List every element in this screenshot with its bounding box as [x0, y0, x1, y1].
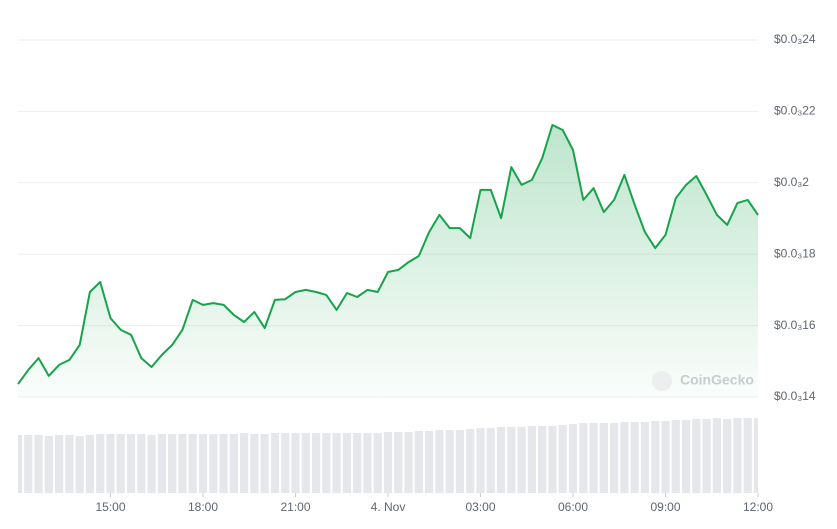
- volume-bar: [723, 419, 732, 493]
- volume-bar: [538, 426, 547, 493]
- volume-bar: [640, 422, 650, 493]
- labels: $0.0₃14 $0.0₃16 $0.0₃18 $0.0₃2 $0.0₃22 $0.0₃2…: [95, 32, 815, 514]
- price-area: [18, 125, 758, 397]
- volume-bar: [96, 434, 105, 493]
- volume-bar: [55, 435, 64, 493]
- volume-bar: [692, 419, 701, 493]
- y-tick-label: $0.0₃24: [774, 32, 816, 46]
- volume-bar: [548, 426, 557, 493]
- x-tick-label: 4. Nov: [371, 500, 406, 514]
- volume-bar: [291, 433, 300, 493]
- volume-bar: [558, 425, 567, 493]
- y-tick-label: $0.0₃22: [774, 104, 816, 118]
- volume-bar: [425, 431, 434, 493]
- volume-bar: [476, 428, 485, 493]
- volume-bar: [198, 434, 208, 493]
- watermark-logo: [652, 371, 672, 391]
- plot: [17, 124, 759, 397]
- volume-bar: [240, 433, 249, 493]
- volume-bar: [116, 434, 125, 493]
- volume-bar: [466, 429, 475, 493]
- volume-bar: [651, 421, 660, 493]
- volume-bar: [188, 434, 197, 493]
- volume-bars: [18, 418, 758, 493]
- volume-bar: [579, 423, 588, 493]
- volume-bar: [229, 434, 238, 493]
- volume-bar: [44, 436, 53, 493]
- volume-bar: [373, 433, 382, 493]
- volume-bar: [322, 433, 331, 493]
- y-tick-label: $0.0₃2: [774, 175, 809, 189]
- x-tick-label: 06:00: [558, 500, 588, 514]
- volume-bar: [568, 424, 578, 493]
- volume-bar: [281, 433, 290, 493]
- volume-bar: [496, 427, 506, 493]
- volume-bar: [599, 423, 608, 493]
- volume-bar: [445, 430, 454, 493]
- volume-bar: [332, 433, 341, 493]
- y-tick-label: $0.0₃16: [774, 318, 816, 332]
- volume-bar: [157, 434, 166, 493]
- volume-bar: [209, 434, 218, 493]
- volume-bar: [743, 418, 752, 493]
- watermark: CoinGecko: [680, 372, 754, 388]
- volume-bar: [661, 421, 670, 493]
- volume-bar: [414, 431, 423, 493]
- volume-bar: [168, 434, 177, 493]
- volume-bar: [24, 435, 33, 493]
- volume-bar: [435, 430, 444, 493]
- volume-bar: [702, 419, 711, 493]
- volume-bar: [147, 435, 156, 493]
- volume-bar: [486, 428, 495, 493]
- volume-bar: [383, 432, 393, 493]
- volume-bar: [733, 418, 742, 493]
- y-tick-label: $0.0₃18: [774, 246, 816, 260]
- volume-bar: [34, 435, 43, 493]
- volume-bar: [219, 434, 228, 493]
- volume-bar: [363, 433, 372, 493]
- volume-bar: [455, 430, 465, 493]
- volume-bar: [250, 434, 259, 493]
- volume-bar: [85, 435, 95, 493]
- volume-bar: [681, 420, 691, 493]
- volume-bar: [353, 433, 362, 493]
- volume-bar: [527, 426, 536, 493]
- volume-bar: [311, 433, 321, 493]
- volume-bar: [620, 422, 629, 493]
- volume-bar: [712, 418, 721, 493]
- volume-bar: [178, 434, 187, 493]
- volume-bar: [517, 427, 526, 493]
- volume-bar: [589, 423, 598, 493]
- volume-bar: [404, 432, 413, 493]
- volume-bar: [630, 422, 639, 493]
- volume-bar: [342, 433, 351, 493]
- x-tick-label: 03:00: [465, 500, 495, 514]
- volume-bar: [137, 434, 146, 493]
- volume-bar: [507, 427, 516, 493]
- volume-bar: [610, 423, 619, 493]
- volume-bar: [394, 432, 403, 493]
- price-line: [17, 124, 759, 385]
- volume-bar: [260, 434, 269, 493]
- volume-bar: [106, 434, 115, 493]
- y-tick-label: $0.0₃14: [774, 389, 816, 403]
- volume-bar: [301, 433, 310, 493]
- x-tick-label: 15:00: [95, 500, 125, 514]
- x-tick-label: 18:00: [188, 500, 218, 514]
- x-tick-label: 09:00: [650, 500, 680, 514]
- volume-bar: [126, 434, 136, 493]
- volume-bar: [65, 435, 74, 493]
- volume-bar: [75, 436, 84, 493]
- x-tick-label: 12:00: [743, 500, 773, 514]
- volume-bar: [753, 418, 758, 493]
- volume-bar: [270, 433, 280, 493]
- volume-bar: [18, 435, 23, 493]
- x-tick-label: 21:00: [280, 500, 310, 514]
- volume-bar: [671, 420, 680, 493]
